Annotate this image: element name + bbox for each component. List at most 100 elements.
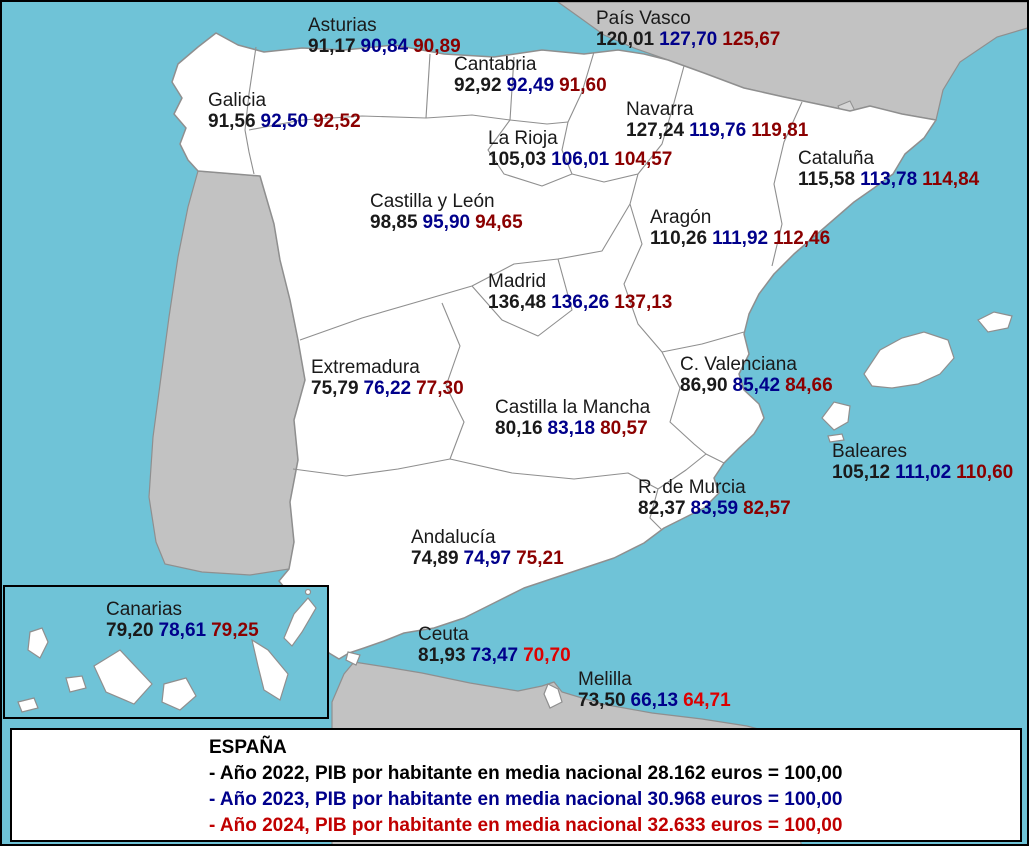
region-values: 79,20 78,61 79,25 — [106, 620, 259, 641]
value-2024: 77,30 — [416, 378, 464, 399]
value-2023: 90,84 — [360, 36, 409, 57]
value-2022: 92,92 — [454, 75, 502, 96]
canary-islands — [17, 588, 317, 713]
region-label-andalucia: Andalucía 74,89 74,97 75,21 — [411, 527, 564, 569]
region-label-la_rioja: La Rioja 105,03 106,01 104,57 — [488, 128, 672, 170]
region-label-galicia: Galicia 91,56 92,50 92,52 — [208, 90, 361, 132]
value-2023: 83,18 — [547, 418, 596, 439]
value-2022: 73,50 — [578, 690, 626, 711]
region-label-cantabria: Cantabria 92,92 92,49 91,60 — [454, 54, 607, 96]
value-2024: 91,60 — [559, 75, 607, 96]
region-label-ceuta: Ceuta 81,93 73,47 70,70 — [418, 624, 571, 666]
region-label-aragon: Aragón 110,26 111,92 112,46 — [650, 207, 830, 249]
region-name: Ceuta — [418, 624, 469, 645]
region-name: Cataluña — [798, 148, 875, 169]
value-2023: 95,90 — [422, 212, 471, 233]
value-2023: 92,50 — [260, 111, 309, 132]
legend-box: ESPAÑA - Año 2022, PIB por habitante en … — [10, 728, 1022, 842]
region-values: 91,17 90,84 90,89 — [308, 36, 461, 57]
value-2022: 127,24 — [626, 120, 685, 141]
value-2023: 76,22 — [363, 378, 412, 399]
region-values: 120,01 127,70 125,67 — [596, 29, 780, 50]
region-values: 115,58 113,78 114,84 — [798, 169, 979, 190]
region-label-madrid: Madrid 136,48 136,26 137,13 — [488, 271, 672, 313]
value-2023: 83,59 — [690, 498, 739, 519]
region-name: Castilla la Mancha — [495, 397, 651, 418]
melilla-shape — [543, 683, 563, 709]
value-2023: 111,92 — [712, 228, 769, 249]
region-name: Baleares — [832, 441, 907, 462]
region-values: 98,85 95,90 94,65 — [370, 212, 523, 233]
value-2024: 125,67 — [722, 29, 781, 50]
value-2024: 75,21 — [516, 548, 564, 569]
region-values: 136,48 136,26 137,13 — [488, 292, 672, 313]
region-name: Extremadura — [311, 357, 420, 378]
value-2023: 111,02 — [895, 462, 952, 483]
region-name: Castilla y León — [370, 191, 495, 212]
value-2024: 92,52 — [313, 111, 361, 132]
value-2022: 75,79 — [311, 378, 359, 399]
legend-line-2023: - Año 2023, PIB por habitante en media n… — [209, 789, 843, 810]
value-2024: 64,71 — [683, 690, 731, 711]
region-values: 80,16 83,18 80,57 — [495, 418, 650, 439]
value-2024: 114,84 — [922, 169, 980, 190]
region-values: 91,56 92,50 92,52 — [208, 111, 361, 132]
value-2024: 90,89 — [413, 36, 461, 57]
region-label-asturias: Asturias 91,17 90,84 90,89 — [308, 15, 461, 57]
region-name: Andalucía — [411, 527, 496, 548]
value-2024: 119,81 — [751, 120, 809, 141]
region-values: 127,24 119,76 119,81 — [626, 120, 808, 141]
region-values: 86,90 85,42 84,66 — [680, 375, 833, 396]
value-2024: 104,57 — [614, 149, 673, 170]
region-borders — [244, 46, 803, 531]
region-label-castilla_la_mancha: Castilla la Mancha 80,16 83,18 80,57 — [495, 397, 650, 439]
region-name: La Rioja — [488, 128, 558, 149]
region-values: 74,89 74,97 75,21 — [411, 548, 564, 569]
region-values: 105,12 111,02 110,60 — [832, 462, 1013, 483]
region-name: C. Valenciana — [680, 354, 797, 375]
value-2024: 82,57 — [743, 498, 791, 519]
value-2022: 81,93 — [418, 645, 466, 666]
value-2022: 91,56 — [208, 111, 256, 132]
value-2023: 74,97 — [463, 548, 512, 569]
region-label-c_valenciana: C. Valenciana 86,90 85,42 84,66 — [680, 354, 833, 396]
value-2024: 84,66 — [785, 375, 833, 396]
value-2022: 98,85 — [370, 212, 418, 233]
region-name: Madrid — [488, 271, 547, 292]
region-label-r_de_murcia: R. de Murcia 82,37 83,59 82,57 — [638, 477, 791, 519]
region-name: R. de Murcia — [638, 477, 746, 498]
value-2022: 105,12 — [832, 462, 891, 483]
region-values: 73,50 66,13 64,71 — [578, 690, 731, 711]
spain-region — [171, 32, 937, 660]
region-label-baleares: Baleares 105,12 111,02 110,60 — [832, 441, 1013, 483]
region-name: Cantabria — [454, 54, 537, 75]
value-2023: 66,13 — [630, 690, 679, 711]
region-values: 92,92 92,49 91,60 — [454, 75, 607, 96]
region-values: 82,37 83,59 82,57 — [638, 498, 791, 519]
value-2022: 120,01 — [596, 29, 655, 50]
region-label-pais_vasco: País Vasco 120,01 127,70 125,67 — [596, 8, 780, 50]
value-2023: 85,42 — [732, 375, 781, 396]
legend-line-2024: - Año 2024, PIB por habitante en media n… — [209, 815, 843, 836]
value-2023: 106,01 — [551, 149, 610, 170]
value-2022: 91,17 — [308, 36, 356, 57]
value-2022: 105,03 — [488, 149, 547, 170]
region-label-melilla: Melilla 73,50 66,13 64,71 — [578, 669, 731, 711]
value-2023: 119,76 — [689, 120, 747, 141]
value-2024: 94,65 — [475, 212, 523, 233]
value-2024: 137,13 — [614, 292, 673, 313]
region-name: Melilla — [578, 669, 632, 690]
region-values: 81,93 73,47 70,70 — [418, 645, 571, 666]
legend-country: ESPAÑA — [209, 737, 287, 758]
region-values: 110,26 111,92 112,46 — [650, 228, 830, 249]
ceuta-shape — [345, 651, 361, 666]
region-label-extremadura: Extremadura 75,79 76,22 77,30 — [311, 357, 464, 399]
value-2022: 74,89 — [411, 548, 459, 569]
value-2022: 110,26 — [650, 228, 708, 249]
region-name: Galicia — [208, 90, 267, 111]
region-label-navarra: Navarra 127,24 119,76 119,81 — [626, 99, 808, 141]
value-2024: 112,46 — [773, 228, 831, 249]
